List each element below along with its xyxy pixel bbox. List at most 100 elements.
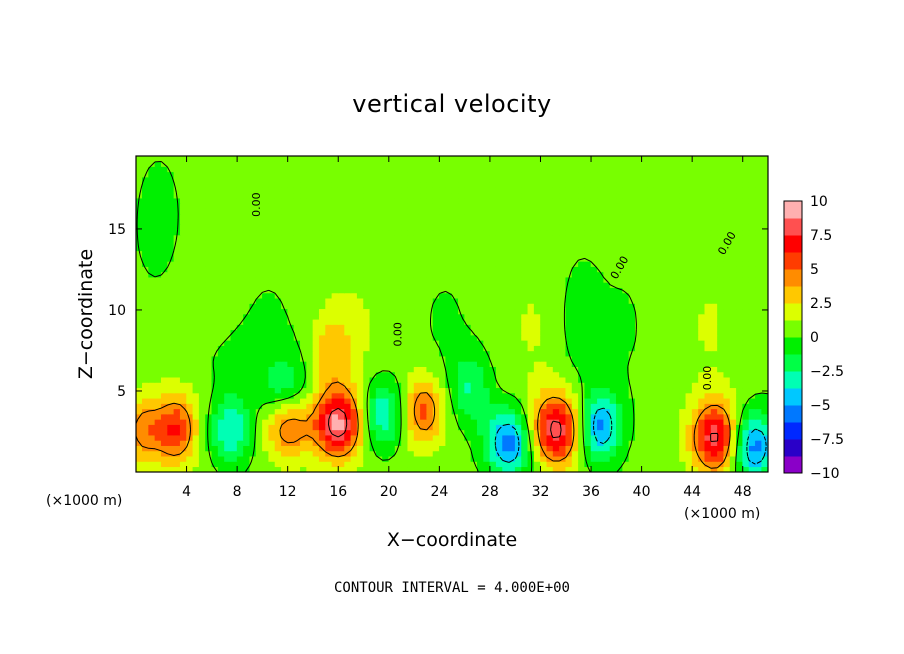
field-cell: [571, 419, 579, 425]
field-cell: [236, 408, 244, 415]
field-cell: [192, 282, 200, 288]
field-cell: [470, 261, 478, 267]
field-cell: [325, 376, 333, 383]
field-cell: [495, 271, 503, 278]
field-cell: [401, 434, 409, 441]
field-cell: [666, 282, 674, 288]
field-cell: [262, 208, 270, 215]
field-cell: [672, 334, 680, 341]
field-cell: [382, 450, 390, 457]
field-cell: [527, 366, 535, 373]
field-cell: [274, 340, 282, 346]
field-cell: [249, 218, 257, 225]
field-cell: [597, 434, 604, 441]
field-cell: [609, 303, 617, 310]
field-cell: [344, 445, 352, 452]
field-cell: [691, 366, 699, 373]
field-cell: [540, 261, 548, 267]
field-cell: [401, 303, 409, 310]
field-cell: [142, 434, 149, 441]
field-cell: [205, 450, 213, 457]
field-cell: [527, 313, 535, 320]
field-cell: [318, 397, 326, 404]
field-cell: [698, 271, 706, 278]
field-cell: [148, 224, 156, 231]
field-cell: [533, 324, 541, 331]
field-cell: [464, 229, 472, 236]
field-cell: [136, 345, 143, 352]
field-cell: [388, 287, 396, 294]
field-cell: [312, 434, 320, 441]
field-cell: [495, 450, 503, 457]
field-cell: [679, 297, 687, 304]
field-cell: [647, 340, 655, 346]
field-cell: [742, 445, 750, 452]
field-cell: [192, 250, 200, 257]
field-cell: [559, 255, 567, 262]
field-cell: [641, 218, 649, 225]
field-cell: [723, 297, 731, 304]
field-cell: [710, 229, 718, 236]
field-cell: [407, 355, 415, 362]
field-cell: [527, 397, 535, 404]
field-cell: [508, 445, 516, 452]
field-cell: [634, 397, 642, 404]
field-cell: [476, 313, 484, 320]
field-cell: [236, 350, 244, 357]
field-cell: [281, 292, 288, 299]
field-cell: [489, 308, 497, 315]
field-cell: [325, 313, 333, 320]
field-cell: [445, 397, 453, 404]
field-cell: [489, 455, 497, 462]
field-cell: [413, 276, 421, 283]
field-cell: [337, 408, 345, 415]
field-cell: [186, 429, 194, 436]
field-cell: [755, 445, 762, 452]
field-cell: [293, 329, 301, 336]
field-cell: [192, 261, 200, 267]
field-cell: [337, 313, 345, 320]
field-cell: [154, 266, 162, 273]
field-cell: [458, 355, 465, 362]
field-cell: [521, 282, 529, 288]
field-cell: [173, 318, 181, 325]
field-cell: [388, 250, 396, 257]
field-cell: [495, 334, 503, 341]
field-cell: [312, 387, 320, 394]
field-cell: [236, 276, 244, 283]
field-cell: [369, 282, 377, 288]
field-cell: [439, 297, 446, 304]
field-cell: [458, 208, 465, 215]
field-cell: [198, 297, 206, 304]
field-cell: [559, 461, 567, 468]
field-cell: [578, 234, 586, 241]
field-cell: [742, 261, 750, 267]
field-cell: [502, 387, 510, 394]
field-cell: [439, 318, 446, 325]
field-cell: [420, 350, 428, 357]
field-cell: [312, 234, 320, 241]
field-cell: [717, 250, 725, 257]
field-cell: [154, 461, 162, 468]
field-cell: [546, 424, 554, 431]
field-cell: [217, 297, 225, 304]
field-cell: [205, 350, 213, 357]
field-cell: [432, 229, 440, 236]
field-cell: [312, 450, 320, 457]
field-cell: [249, 376, 257, 383]
field-cell: [514, 282, 522, 288]
field-cell: [407, 297, 415, 304]
field-cell: [287, 229, 295, 236]
field-cell: [268, 408, 276, 415]
field-cell: [136, 387, 143, 394]
field-cell: [533, 350, 541, 357]
field-cell: [470, 355, 478, 362]
field-cell: [597, 261, 604, 267]
field-cell: [603, 434, 611, 441]
field-cell: [729, 429, 737, 436]
field-cell: [236, 324, 244, 331]
field-cell: [198, 413, 206, 420]
field-cell: [578, 303, 586, 310]
field-cell: [761, 340, 768, 346]
field-cell: [552, 466, 560, 472]
